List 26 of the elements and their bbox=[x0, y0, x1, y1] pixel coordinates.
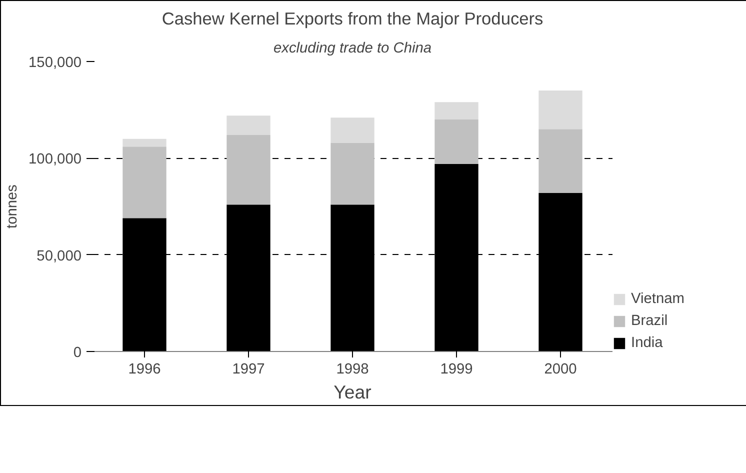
bar bbox=[330, 118, 374, 143]
y-tick-label: 50,000 bbox=[36, 248, 82, 264]
bar bbox=[538, 129, 582, 193]
bar bbox=[434, 120, 478, 164]
chart-subtitle: excluding trade to China bbox=[273, 40, 432, 56]
bar bbox=[226, 116, 270, 135]
x-tick-label: 2000 bbox=[544, 362, 577, 378]
y-tick-label: 100,000 bbox=[28, 152, 82, 168]
legend-label: Brazil bbox=[631, 313, 668, 329]
legend-label: India bbox=[631, 335, 663, 351]
bar bbox=[330, 142, 374, 205]
y-axis-title: tonnes bbox=[4, 184, 21, 228]
bar bbox=[122, 138, 166, 147]
x-tick-label: 1996 bbox=[128, 362, 161, 378]
bar bbox=[226, 134, 270, 205]
x-tick-label: 1999 bbox=[440, 362, 473, 378]
chart-title: Cashew Kernel Exports from the Major Producers bbox=[162, 8, 544, 28]
y-tick-label: 150,000 bbox=[28, 55, 82, 71]
bar bbox=[122, 146, 166, 218]
legend-label: Vietnam bbox=[631, 291, 685, 307]
bar bbox=[538, 90, 582, 130]
x-tick-label: 1998 bbox=[336, 362, 369, 378]
bar bbox=[434, 102, 478, 120]
x-tick-label: 1997 bbox=[232, 362, 265, 378]
y-tick-label: 0 bbox=[73, 345, 82, 361]
x-axis-title: Year bbox=[334, 382, 372, 402]
